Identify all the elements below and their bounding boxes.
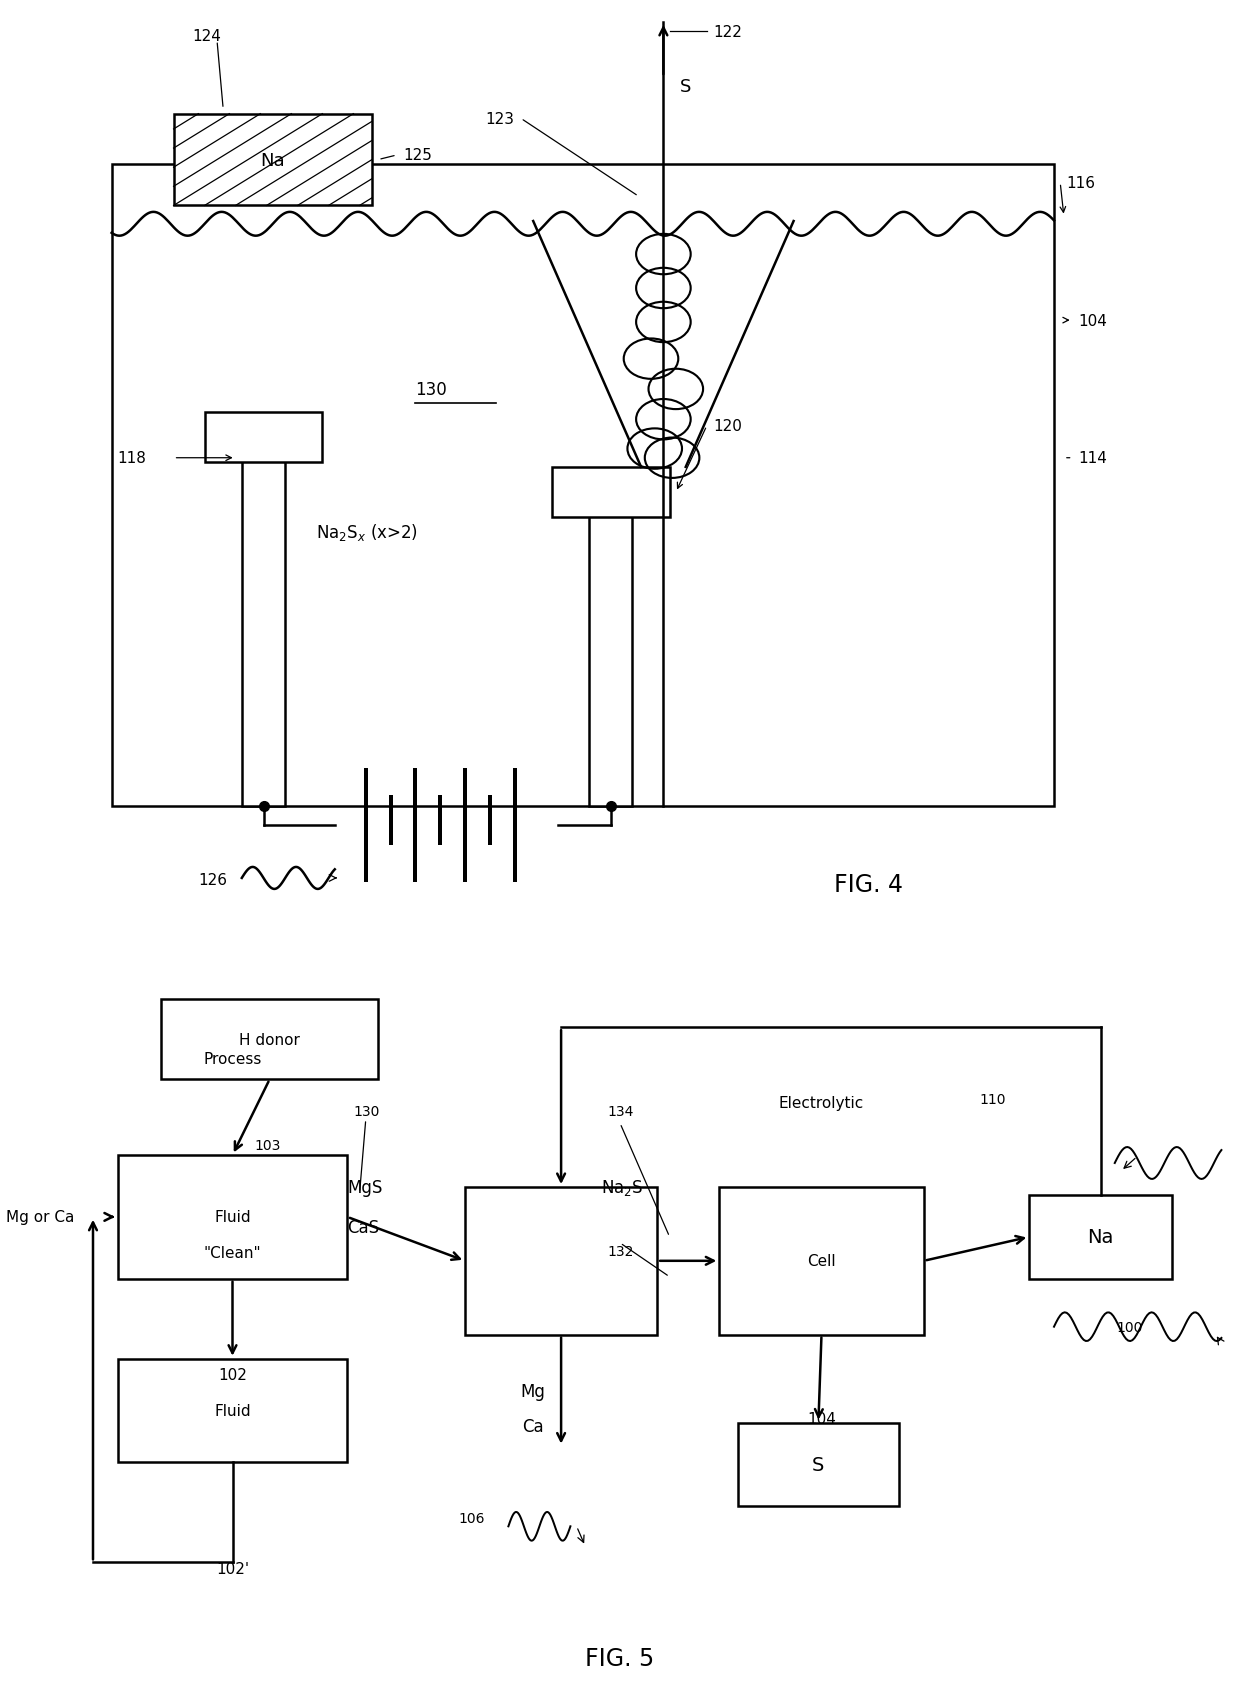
Bar: [118, 1358, 347, 1462]
Text: 132: 132: [608, 1245, 634, 1258]
Bar: [118, 1155, 347, 1279]
Text: MgS: MgS: [347, 1178, 383, 1195]
Bar: [738, 1423, 899, 1506]
Text: Process: Process: [203, 1051, 262, 1066]
Bar: [242, 458, 285, 807]
Text: H donor: H donor: [239, 1032, 300, 1048]
Text: Na$_2$S$_x$ (x>2): Na$_2$S$_x$ (x>2): [316, 521, 418, 542]
Bar: [205, 413, 322, 464]
Text: Cell: Cell: [807, 1253, 836, 1268]
Text: 104: 104: [1079, 314, 1107, 328]
Text: Na$_2$S: Na$_2$S: [601, 1177, 644, 1197]
Text: Mg: Mg: [521, 1382, 546, 1399]
Text: S: S: [812, 1455, 825, 1474]
Text: 116: 116: [1066, 177, 1095, 190]
Text: 124: 124: [192, 29, 221, 44]
Bar: [161, 1000, 378, 1080]
Text: 118: 118: [118, 452, 146, 465]
Text: 106: 106: [459, 1511, 485, 1525]
Bar: [112, 165, 1054, 807]
Text: 125: 125: [403, 148, 432, 163]
Text: 120: 120: [713, 419, 742, 435]
Text: 102': 102': [216, 1560, 249, 1576]
Text: Mg or Ca: Mg or Ca: [6, 1209, 74, 1224]
Text: FIG. 5: FIG. 5: [585, 1645, 655, 1671]
Text: Fluid: Fluid: [215, 1403, 250, 1418]
Text: 126: 126: [198, 873, 227, 888]
Text: Ca: Ca: [522, 1418, 544, 1435]
Text: Na: Na: [1087, 1228, 1114, 1246]
Text: 100: 100: [1116, 1319, 1142, 1335]
Text: Na: Na: [260, 151, 285, 170]
Text: 103: 103: [254, 1138, 280, 1151]
Text: 134: 134: [608, 1104, 634, 1119]
Text: 130: 130: [353, 1104, 379, 1119]
Text: FIG. 4: FIG. 4: [833, 873, 903, 897]
Text: 104: 104: [807, 1411, 836, 1426]
Bar: [552, 467, 670, 518]
Text: 122: 122: [713, 24, 742, 39]
Bar: [465, 1187, 657, 1335]
Text: 123: 123: [486, 112, 515, 127]
Text: 102: 102: [218, 1367, 247, 1382]
Bar: [1029, 1195, 1172, 1279]
Bar: [174, 115, 372, 207]
Bar: [589, 513, 632, 807]
Text: 110: 110: [980, 1092, 1006, 1107]
Text: Fluid: Fluid: [215, 1209, 250, 1224]
Text: 130: 130: [415, 380, 448, 399]
Text: 114: 114: [1079, 452, 1107, 465]
Text: "Clean": "Clean": [203, 1245, 262, 1260]
Bar: [719, 1187, 924, 1335]
Text: CaS: CaS: [347, 1217, 379, 1236]
Text: S: S: [680, 78, 691, 97]
Text: Electrolytic: Electrolytic: [779, 1095, 864, 1110]
